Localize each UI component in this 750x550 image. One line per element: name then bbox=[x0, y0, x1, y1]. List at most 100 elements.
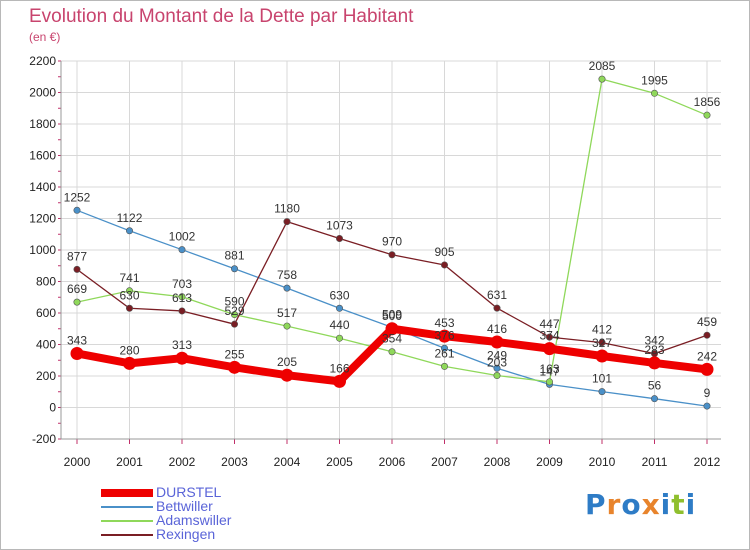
data-label-bettwiller: 147 bbox=[539, 364, 559, 378]
point-rexingen bbox=[73, 265, 81, 273]
legend-swatch bbox=[101, 506, 153, 508]
data-label-durstel: 313 bbox=[172, 338, 192, 352]
x-tick-label: 2005 bbox=[326, 455, 353, 469]
point-bettwiller bbox=[73, 206, 81, 214]
point-adamswiller bbox=[231, 311, 239, 319]
y-tick-label: 2000 bbox=[29, 86, 56, 100]
x-tick-label: 2011 bbox=[642, 455, 668, 469]
data-label-rexingen: 529 bbox=[224, 304, 244, 318]
data-label-adamswiller: 1856 bbox=[694, 95, 721, 109]
data-label-rexingen: 1073 bbox=[326, 219, 353, 233]
data-label-rexingen: 459 bbox=[697, 315, 717, 329]
data-label-durstel: 283 bbox=[644, 343, 664, 357]
legend-item-bettwiller: Bettwiller bbox=[101, 498, 401, 514]
x-tick-label: 2001 bbox=[116, 455, 143, 469]
data-label-bettwiller: 1002 bbox=[169, 230, 196, 244]
y-tick-label: 0 bbox=[49, 401, 56, 415]
data-label-durstel: 343 bbox=[67, 333, 87, 347]
data-label-durstel: 500 bbox=[382, 309, 402, 323]
point-rexingen bbox=[493, 304, 501, 312]
point-adamswiller bbox=[126, 287, 134, 295]
point-rexingen bbox=[231, 320, 239, 328]
y-tick-label: 800 bbox=[36, 275, 56, 289]
point-durstel bbox=[70, 346, 84, 360]
data-label-adamswiller: 354 bbox=[382, 332, 402, 346]
point-rexingen bbox=[283, 218, 291, 226]
brand-letter: i bbox=[685, 488, 697, 521]
point-durstel bbox=[648, 356, 661, 370]
data-label-adamswiller: 669 bbox=[67, 282, 87, 296]
point-adamswiller bbox=[178, 293, 186, 301]
point-rexingen bbox=[545, 333, 553, 341]
point-bettwiller bbox=[703, 402, 711, 410]
data-label-adamswiller: 703 bbox=[172, 277, 192, 291]
y-tick-label: 1600 bbox=[29, 149, 56, 163]
brand-letter: o bbox=[621, 488, 642, 521]
data-label-durstel: 374 bbox=[539, 329, 559, 343]
data-label-bettwiller: 630 bbox=[329, 288, 349, 302]
legend-label: Bettwiller bbox=[156, 498, 213, 514]
legend-swatch bbox=[101, 520, 153, 522]
point-adamswiller bbox=[545, 378, 553, 386]
legend-item-adamswiller: Adamswiller bbox=[101, 512, 401, 528]
legend-label: DURSTEL bbox=[156, 484, 222, 500]
legend-swatch bbox=[101, 534, 153, 536]
chart-unit-label: (en €) bbox=[29, 30, 61, 44]
x-tick-label: 2000 bbox=[64, 455, 91, 469]
legend-swatch bbox=[101, 489, 153, 497]
axes: -200 0 200 400 600 800 1000 1200 1400 1600 1800 200… bbox=[29, 54, 721, 469]
data-label-bettwiller: 1252 bbox=[64, 190, 91, 204]
data-label-bettwiller: 1122 bbox=[117, 211, 143, 225]
y-tick-label: -200 bbox=[32, 432, 56, 446]
y-tick-label: 400 bbox=[36, 338, 56, 352]
y-tick-label: 600 bbox=[36, 306, 56, 320]
x-tick-label: 2012 bbox=[694, 455, 721, 469]
point-adamswiller bbox=[283, 322, 291, 330]
point-bettwiller bbox=[335, 304, 343, 312]
brand-letter: i bbox=[660, 488, 672, 521]
brand-letter: P bbox=[585, 488, 607, 521]
point-durstel bbox=[175, 351, 189, 365]
brand-letter: t bbox=[671, 488, 686, 521]
series-points bbox=[70, 75, 714, 410]
y-tick-label: 2200 bbox=[29, 54, 56, 68]
data-label-bettwiller: 376 bbox=[434, 328, 454, 342]
data-label-adamswiller: 741 bbox=[119, 271, 139, 285]
brand-letter: r bbox=[606, 488, 622, 521]
point-durstel bbox=[280, 368, 294, 382]
point-rexingen bbox=[126, 304, 134, 312]
point-bettwiller bbox=[231, 265, 239, 273]
point-durstel bbox=[595, 349, 609, 363]
data-label-adamswiller: 1995 bbox=[641, 73, 668, 87]
point-bettwiller bbox=[126, 227, 134, 235]
point-rexingen bbox=[703, 331, 711, 339]
data-label-adamswiller: 203 bbox=[487, 356, 507, 370]
data-label-adamswiller: 163 bbox=[539, 362, 559, 376]
point-bettwiller bbox=[283, 284, 291, 292]
data-label-adamswiller: 2085 bbox=[589, 59, 616, 73]
point-rexingen bbox=[335, 235, 343, 243]
data-label-bettwiller: 509 bbox=[382, 307, 402, 321]
data-label-durstel: 255 bbox=[224, 347, 244, 361]
x-tick-label: 2008 bbox=[484, 455, 511, 469]
data-label-adamswiller: 517 bbox=[277, 306, 297, 320]
chart-title: Evolution du Montant de la Dette par Hab… bbox=[29, 6, 414, 27]
point-durstel bbox=[228, 360, 241, 374]
y-tick-label: 1800 bbox=[29, 117, 56, 131]
data-label-bettwiller: 9 bbox=[704, 386, 711, 400]
data-label-durstel: 327 bbox=[592, 336, 612, 350]
x-tick-label: 2007 bbox=[431, 455, 458, 469]
point-durstel bbox=[123, 356, 136, 370]
data-label-bettwiller: 249 bbox=[487, 348, 507, 362]
data-label-bettwiller: 758 bbox=[277, 268, 297, 282]
point-adamswiller bbox=[73, 298, 81, 306]
point-adamswiller bbox=[388, 348, 396, 356]
point-adamswiller bbox=[650, 89, 658, 97]
point-rexingen bbox=[178, 307, 186, 315]
point-adamswiller bbox=[703, 111, 711, 119]
point-durstel bbox=[490, 335, 504, 349]
brand-letter: x bbox=[641, 488, 661, 521]
point-bettwiller bbox=[178, 246, 186, 254]
